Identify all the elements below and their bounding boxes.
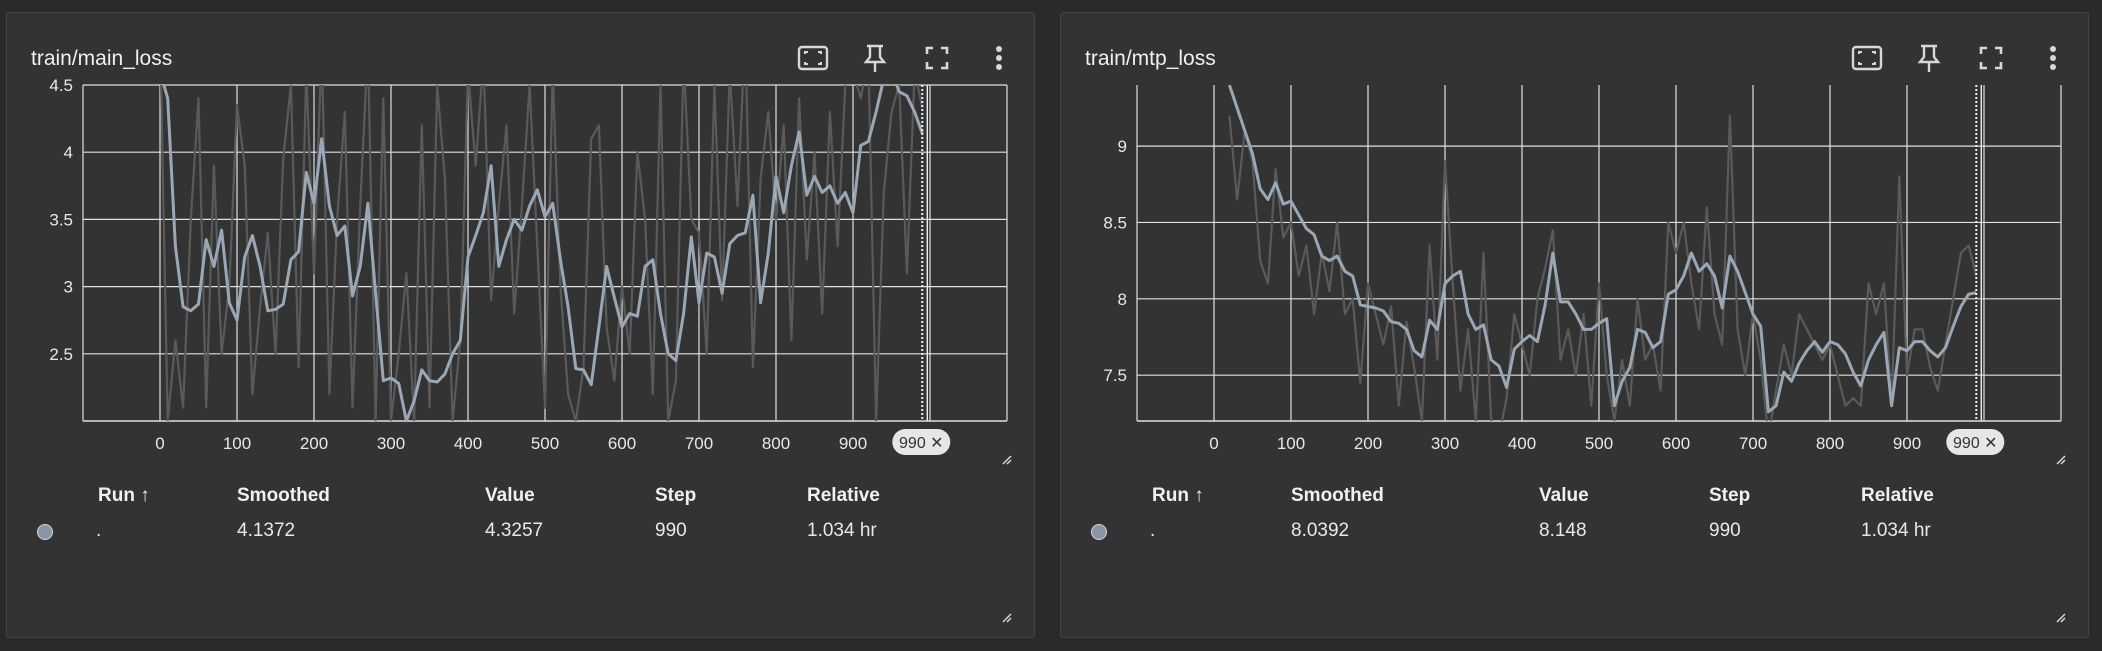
fit-domain-button[interactable]	[796, 41, 830, 75]
card-toolbar	[1850, 41, 2070, 75]
x-tick-label: 800	[762, 434, 790, 453]
series-group	[159, 85, 924, 421]
header-smoothed[interactable]: Smoothed	[1291, 485, 1384, 506]
x-tick-label: 900	[1893, 434, 1921, 453]
raw-series-line	[1228, 114, 1978, 421]
x-tick-label: 100	[223, 434, 251, 453]
y-tick-label: 8	[1118, 290, 1127, 309]
y-tick-label: 2.5	[49, 345, 73, 364]
chart-card-main-loss: train/main_loss 0 100 200 300 400 500 6	[6, 12, 1035, 638]
step-cursor-badge-label: 990 ✕	[899, 435, 944, 452]
more-options-button[interactable]	[2036, 41, 2070, 75]
header-value[interactable]: Value	[485, 485, 535, 506]
smoothed-series-line	[1227, 85, 1977, 414]
fullscreen-button[interactable]	[920, 41, 954, 75]
cell-smoothed: 4.1372	[237, 520, 296, 541]
step-cursor-badge[interactable]: 990 ✕	[892, 429, 951, 455]
fullscreen-icon	[925, 46, 949, 70]
pin-icon	[1917, 44, 1941, 72]
chart-resize-handle[interactable]	[2056, 455, 2066, 465]
cell-step: 990	[1709, 520, 1741, 541]
x-tick-label: 900	[839, 434, 867, 453]
x-tick-label: 500	[1585, 434, 1613, 453]
cell-run: .	[96, 520, 102, 541]
y-tick-label: 8.5	[1103, 213, 1127, 232]
x-tick-label: 800	[1816, 434, 1844, 453]
header-step[interactable]: Step	[655, 485, 697, 506]
x-tick-label: 0	[1209, 434, 1218, 453]
fullscreen-icon	[1979, 46, 2003, 70]
chart-resize-handle[interactable]	[1002, 455, 1012, 465]
pin-icon	[863, 44, 887, 72]
cell-value: 8.148	[1539, 520, 1587, 541]
header-relative[interactable]: Relative	[1861, 485, 1934, 506]
cell-relative: 1.034 hr	[1861, 520, 1931, 541]
fullscreen-button[interactable]	[1974, 41, 2008, 75]
header-value[interactable]: Value	[1539, 485, 1589, 506]
x-tick-label: 500	[531, 434, 559, 453]
y-tick-label: 7.5	[1103, 366, 1127, 385]
x-tick-label: 200	[300, 434, 328, 453]
cell-value: 4.3257	[485, 520, 544, 541]
step-cursor-badge-label: 990 ✕	[1953, 435, 1998, 452]
header-step[interactable]: Step	[1709, 485, 1751, 506]
grid	[82, 84, 1008, 421]
x-tick-label: 300	[377, 434, 405, 453]
x-tick-label: 600	[1662, 434, 1690, 453]
run-color-dot[interactable]	[1091, 524, 1107, 540]
card-toolbar	[796, 41, 1016, 75]
step-cursor-badge-bg	[1946, 429, 2005, 455]
run-color-dot[interactable]	[37, 524, 53, 540]
x-tick-label: 400	[1508, 434, 1536, 453]
fit-domain-button[interactable]	[1850, 41, 1884, 75]
cell-relative: 1.034 hr	[807, 520, 877, 541]
fit-domain-icon	[797, 45, 829, 71]
grid	[1136, 85, 2062, 421]
y-tick-label: 3.5	[49, 210, 73, 229]
more-options-button[interactable]	[982, 41, 1016, 75]
series-group	[1227, 85, 1978, 421]
header-relative[interactable]: Relative	[807, 485, 880, 506]
line-chart[interactable]: 0 100 200 300 400 500 600 700 800 900 7.5 8 8.5 9 990 …	[1061, 13, 2090, 473]
header-smoothed[interactable]: Smoothed	[237, 485, 330, 506]
x-tick-label: 400	[454, 434, 482, 453]
line-chart[interactable]: 0 100 200 300 400 500 600 700 800 900 2.5 3 3.5 4 4.5 9…	[7, 13, 1036, 473]
cell-run: .	[1150, 520, 1156, 541]
x-tick-label: 100	[1277, 434, 1305, 453]
x-tick-label: 0	[155, 434, 164, 453]
y-tick-label: 9	[1118, 137, 1127, 156]
y-tick-label: 3	[64, 278, 73, 297]
header-run[interactable]: Run ↑	[1152, 485, 1204, 506]
step-cursor-badge-bg	[892, 429, 951, 455]
cell-smoothed: 8.0392	[1291, 520, 1350, 541]
pin-button[interactable]	[858, 41, 892, 75]
y-tick-label: 4	[64, 143, 73, 162]
card-title: train/mtp_loss	[1085, 47, 1216, 70]
pin-button[interactable]	[1912, 41, 1946, 75]
more-vert-icon	[2050, 46, 2056, 70]
raw-series-line	[159, 85, 924, 421]
header-run[interactable]: Run ↑	[98, 485, 150, 506]
step-cursor-badge[interactable]: 990 ✕	[1946, 429, 2005, 455]
x-tick-label: 300	[1431, 434, 1459, 453]
x-tick-label: 700	[685, 434, 713, 453]
cell-step: 990	[655, 520, 687, 541]
smoothed-series-line	[162, 85, 924, 421]
y-tick-label: 4.5	[49, 76, 73, 95]
x-tick-label: 700	[1739, 434, 1767, 453]
more-vert-icon	[996, 46, 1002, 70]
table-resize-handle[interactable]	[1002, 613, 1012, 623]
fit-domain-icon	[1851, 45, 1883, 71]
table-resize-handle[interactable]	[2056, 613, 2066, 623]
x-tick-label: 600	[608, 434, 636, 453]
chart-card-mtp-loss: train/mtp_loss 0 100 200 300 400 500 60	[1060, 12, 2089, 638]
x-tick-label: 200	[1354, 434, 1382, 453]
card-title: train/main_loss	[31, 47, 173, 70]
